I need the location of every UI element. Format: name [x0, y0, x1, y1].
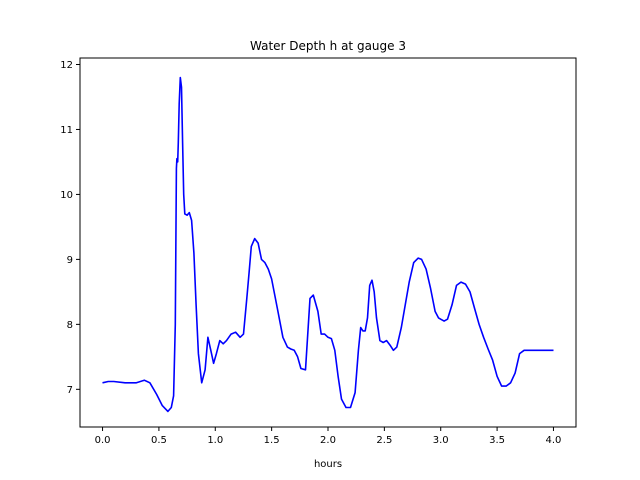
y-tick-label: 8: [67, 320, 73, 331]
x-tick-label: 0.0: [95, 435, 111, 446]
x-tick-label: 4.0: [546, 435, 562, 446]
x-axis-label: hours: [314, 459, 342, 470]
y-tick-label: 10: [60, 190, 73, 201]
chart-title: Water Depth h at gauge 3: [250, 39, 406, 53]
y-tick-label: 12: [60, 60, 73, 71]
x-tick-label: 3.5: [489, 435, 505, 446]
x-tick-label: 2.0: [320, 435, 336, 446]
x-tick-label: 1.5: [264, 435, 280, 446]
x-tick-label: 2.5: [376, 435, 392, 446]
series-line-0: [102, 76, 554, 413]
x-tick-label: 1.0: [207, 435, 223, 446]
x-tick-label: 0.5: [151, 435, 167, 446]
x-tick-label: 3.0: [433, 435, 449, 446]
y-tick-label: 9: [67, 255, 73, 266]
plot-area: 0.0 0.5 1.0 1.5 2.0 2.5 3.0 3.5 4.0 7 8 9 10 11 12: [60, 57, 577, 446]
y-tick-label: 11: [60, 125, 73, 136]
y-tick-label: 7: [67, 385, 73, 396]
